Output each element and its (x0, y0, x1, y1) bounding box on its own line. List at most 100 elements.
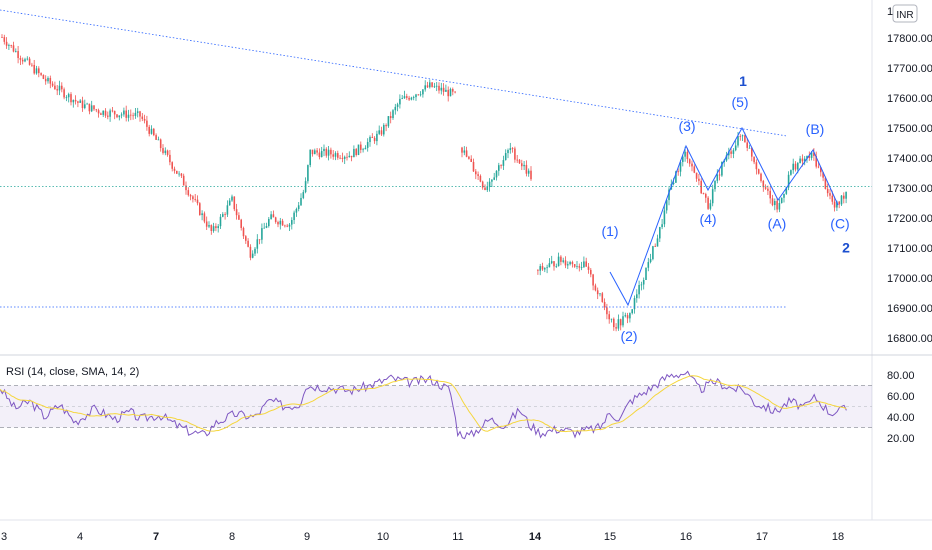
candle-body (272, 214, 275, 218)
candle-body (166, 150, 169, 155)
candle-body (314, 150, 316, 155)
candle-body (573, 264, 576, 267)
candle-body (366, 142, 369, 148)
candle-body (392, 110, 394, 119)
candle-body (610, 318, 613, 320)
candle-body (265, 226, 268, 228)
candle-body (24, 59, 26, 62)
time-tick-label: 17 (756, 531, 768, 543)
candle-body (380, 130, 383, 135)
candle-body (562, 260, 564, 262)
candle-body (288, 224, 291, 227)
candle-body (449, 89, 452, 97)
price-axis[interactable]: 17800.00 17700.00 17600.00 17500.00 17400.00… (887, 6, 932, 345)
candle-body (125, 110, 127, 118)
candle-body (663, 210, 666, 225)
candle-body (636, 294, 638, 299)
candle-body (665, 200, 668, 211)
rsi-tick-label: 20.00 (887, 433, 915, 445)
candle-body (790, 170, 792, 175)
elliott-wave-labels: (1) (2) (3) (4) 1 (5) (A) (B) (C) 2 (601, 73, 850, 344)
candle-body (93, 105, 95, 110)
candle-body (155, 135, 157, 140)
candle-body (270, 214, 272, 219)
candle-body (81, 100, 84, 109)
candle-body (194, 199, 196, 200)
candle-body (596, 290, 599, 295)
candle-body (550, 261, 553, 264)
candle-body (150, 128, 153, 134)
candle-body (771, 198, 774, 206)
candle-body (709, 203, 712, 209)
candle-body (406, 96, 408, 98)
candle-body (311, 149, 314, 155)
candle-body (247, 240, 249, 247)
candle-body (90, 105, 93, 112)
candle-body (624, 315, 627, 317)
currency-badge[interactable]: INR (892, 4, 918, 23)
candle-body (348, 155, 351, 158)
candle-body (737, 136, 739, 146)
candle-body (208, 225, 210, 227)
candle-body (755, 162, 758, 170)
candle-body (171, 162, 173, 169)
candle-body (808, 155, 811, 158)
candle-body (797, 162, 799, 170)
candle-body (210, 225, 213, 231)
candle-body (477, 174, 479, 176)
candle-body (521, 163, 523, 167)
candle-body (422, 89, 424, 95)
candle-body (748, 147, 751, 149)
candle-body (97, 110, 100, 114)
candle-body (378, 130, 380, 134)
candle-body (412, 97, 415, 98)
candle-body (527, 170, 530, 174)
candle-body (180, 173, 183, 176)
wave-label: 1 (739, 73, 747, 89)
candle-body (107, 115, 109, 117)
candle-body (479, 175, 482, 182)
candle-body (794, 163, 797, 170)
candle-body (739, 136, 742, 137)
candle-body (51, 83, 54, 86)
price-tick-label: 17400.00 (887, 153, 932, 165)
candle-body (318, 152, 321, 158)
price-tick-label: 17200.00 (887, 213, 932, 225)
candle-body (5, 41, 8, 46)
candle-body (716, 174, 719, 181)
candle-body (360, 144, 362, 150)
candle-body (649, 259, 652, 263)
candle-body (399, 98, 401, 105)
candle-body (74, 99, 77, 102)
candle-body (67, 94, 70, 98)
candle-body (63, 89, 65, 98)
candle-body (362, 149, 364, 151)
candle-body (293, 212, 295, 221)
candle-body (61, 85, 63, 90)
candle-body (316, 150, 318, 153)
candle-body (682, 156, 684, 163)
price-tick-label: 16900.00 (887, 303, 932, 315)
time-axis[interactable]: 3 4 7 8 9 10 11 14 15 16 17 18 (1, 531, 844, 543)
candle-body (343, 156, 346, 159)
candle-body (162, 148, 164, 154)
candle-body (783, 193, 785, 198)
candle-body (219, 216, 222, 227)
candle-body (571, 262, 574, 265)
candle-body (617, 319, 620, 329)
time-tick-label: 3 (1, 531, 7, 543)
candle-body (169, 154, 171, 163)
candle-body (495, 170, 498, 178)
candle-body (33, 64, 35, 74)
candle-body (84, 104, 86, 109)
candle-body (840, 195, 843, 205)
candle-body (369, 136, 371, 143)
candle-body (187, 190, 190, 196)
candle-body (654, 246, 656, 248)
candle-body (182, 175, 185, 186)
candle-body (481, 181, 484, 188)
candle-body (256, 239, 259, 249)
candle-body (185, 185, 187, 191)
candle-body (373, 137, 376, 142)
